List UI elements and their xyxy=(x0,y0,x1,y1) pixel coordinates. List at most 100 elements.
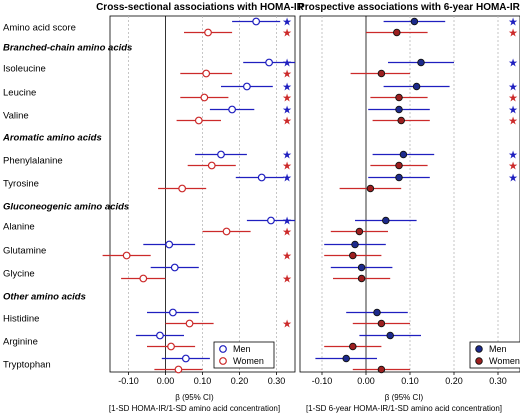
men-point xyxy=(168,308,177,317)
x-tick-label: -0.10 xyxy=(312,376,333,386)
women-point xyxy=(122,251,131,260)
men-point xyxy=(351,240,359,249)
row-label: Glutamine xyxy=(3,246,46,257)
legend-label-men: Men xyxy=(489,344,507,354)
row-label: Isoleucine xyxy=(3,64,46,75)
legend-label-women: Women xyxy=(233,356,264,366)
women-point xyxy=(357,274,366,283)
women-point xyxy=(349,342,357,351)
x-tick-label: -0.10 xyxy=(118,376,139,386)
x-axis-label: β (95% CI) xyxy=(175,393,214,402)
x-axis-label-units: [1-SD 6-year HOMA-IR/1-SD amino acid con… xyxy=(306,404,502,413)
men-significance-star: ★ xyxy=(282,215,292,228)
men-point xyxy=(412,82,421,91)
x-tick-label: 0.30 xyxy=(489,376,507,386)
women-significance-star: ★ xyxy=(282,273,292,286)
women-significance-star: ★ xyxy=(282,92,292,105)
row-label: Tryptophan xyxy=(3,360,51,371)
women-point xyxy=(204,28,212,37)
women-point xyxy=(178,184,187,193)
men-point xyxy=(170,263,179,272)
women-point xyxy=(174,365,183,374)
men-significance-star: ★ xyxy=(508,149,518,162)
women-point xyxy=(207,161,216,170)
men-significance-star: ★ xyxy=(508,172,518,185)
men-point xyxy=(342,354,350,363)
women-point xyxy=(185,319,194,328)
women-point xyxy=(202,69,211,78)
women-significance-star: ★ xyxy=(508,115,518,128)
women-significance-star: ★ xyxy=(282,68,292,81)
x-axis-label-units: [1-SD HOMA-IR/1-SD amino acid concentrat… xyxy=(109,404,280,413)
men-point xyxy=(373,308,381,317)
women-point xyxy=(377,365,386,374)
women-point xyxy=(377,319,386,328)
women-significance-star: ★ xyxy=(282,27,292,40)
x-tick-label: 0.10 xyxy=(401,376,419,386)
women-point xyxy=(397,116,405,125)
women-significance-star: ★ xyxy=(282,318,292,331)
women-point xyxy=(139,274,148,283)
women-point xyxy=(395,93,403,102)
men-significance-star: ★ xyxy=(282,57,292,70)
men-significance-star: ★ xyxy=(508,104,518,117)
x-tick-label: 0.20 xyxy=(231,376,249,386)
men-significance-star: ★ xyxy=(508,81,518,94)
legend-marker-women xyxy=(475,357,483,365)
row-label: Glycine xyxy=(3,269,35,280)
men-point xyxy=(228,105,237,114)
women-point xyxy=(222,227,231,236)
men-point xyxy=(382,216,390,225)
x-tick-label: 0.30 xyxy=(268,376,286,386)
men-point xyxy=(257,173,266,182)
legend-label-men: Men xyxy=(233,344,251,354)
legend-label-women: Women xyxy=(489,356,520,366)
men-point xyxy=(410,17,419,26)
row-label: Histidine xyxy=(3,314,39,325)
men-significance-star: ★ xyxy=(282,149,292,162)
legend-marker-women xyxy=(219,357,227,365)
women-point xyxy=(366,184,375,193)
x-axis-label: β (95% CI) xyxy=(385,393,424,402)
women-significance-star: ★ xyxy=(282,160,292,173)
women-point xyxy=(377,69,386,78)
men-point xyxy=(357,263,366,272)
men-point xyxy=(417,58,425,67)
legend-marker-men xyxy=(475,345,483,353)
row-label: Amino acid score xyxy=(3,23,76,34)
legend-marker-men xyxy=(219,345,227,353)
group-label: Gluconeogenic amino acids xyxy=(3,202,129,213)
group-label: Other amino acids xyxy=(3,292,86,303)
row-label: Leucine xyxy=(3,88,36,99)
row-label: Tyrosine xyxy=(3,179,39,190)
chart-title: Prospective associations with 6-year HOM… xyxy=(298,2,520,13)
men-point xyxy=(217,150,225,159)
chart-title: Cross-sectional associations with HOMA-I… xyxy=(96,2,305,13)
women-significance-star: ★ xyxy=(282,226,292,239)
women-significance-star: ★ xyxy=(282,115,292,128)
men-point xyxy=(386,331,394,340)
men-point xyxy=(252,17,261,26)
men-point xyxy=(165,240,174,249)
men-significance-star: ★ xyxy=(282,172,292,185)
row-label: Valine xyxy=(3,111,29,122)
women-point xyxy=(167,342,175,351)
women-significance-star: ★ xyxy=(508,27,518,40)
men-point xyxy=(156,331,164,340)
men-significance-star: ★ xyxy=(282,16,292,29)
group-label: Branched-chain amino acids xyxy=(3,43,132,54)
women-significance-star: ★ xyxy=(282,250,292,263)
men-significance-star: ★ xyxy=(282,104,292,117)
women-point xyxy=(395,161,403,170)
group-label: Aromatic amino acids xyxy=(2,133,102,144)
men-point xyxy=(242,82,251,91)
men-significance-star: ★ xyxy=(282,81,292,94)
row-label: Alanine xyxy=(3,222,35,233)
row-label: Arginine xyxy=(3,337,38,348)
x-tick-label: 0.20 xyxy=(445,376,463,386)
men-point xyxy=(181,354,190,363)
women-point xyxy=(194,116,203,125)
men-point xyxy=(265,58,274,67)
